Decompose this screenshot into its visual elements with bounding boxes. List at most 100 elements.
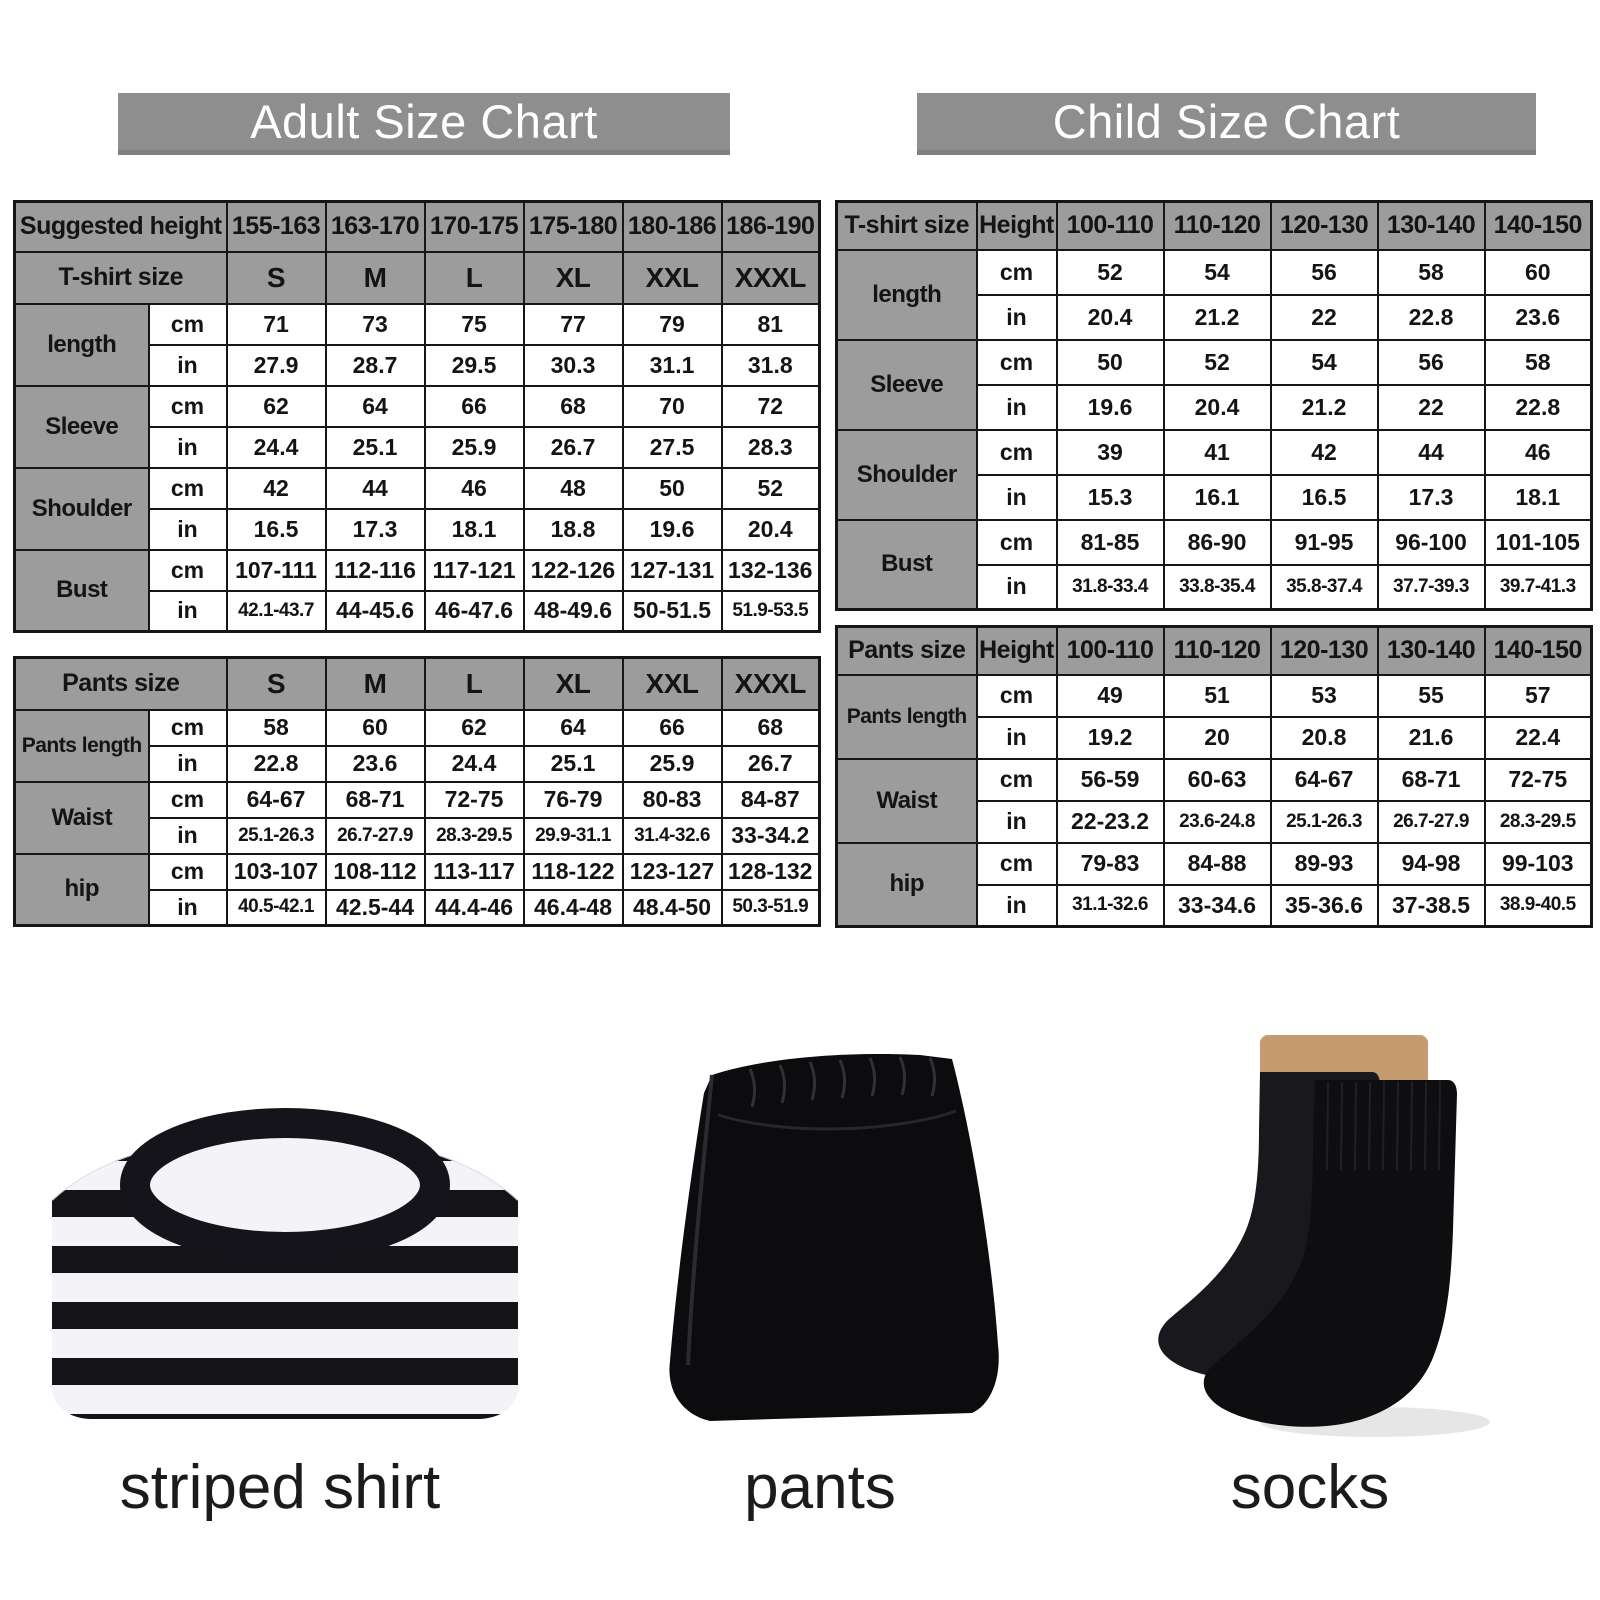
value-cell: 23.6 [324,744,426,783]
value-cell: 26.7-27.9 [1376,799,1486,844]
size-header-cell: XL [522,250,624,305]
value-cell: 42 [1269,428,1379,476]
value-cell: 79 [621,302,723,346]
value-cell: 19.6 [621,507,723,551]
header-cell: 180-186 [621,200,723,253]
row-label-cell: hip [13,852,150,927]
unit-in-cell: in [975,293,1058,341]
header-label-cell: T-shirt size [835,200,978,251]
value-cell: 23.6-24.8 [1162,799,1272,844]
row-label-cell: Sleeve [835,338,978,431]
value-cell: 132-136 [720,548,821,592]
header-cell: 110-120 [1162,200,1272,251]
value-cell: 22 [1269,293,1379,341]
striped-shirt-label: striped shirt [119,1453,441,1522]
table-row: Suggested height 155-163 163-170 170-175 175… [13,200,821,253]
value-cell: 23.6 [1483,293,1593,341]
table-row: in 16.5 17.3 18.1 18.8 19.6 20.4 [15,507,821,551]
value-cell: 20 [1162,715,1272,760]
table-row: in 20.4 21.2 22 22.8 23.6 [837,293,1593,341]
value-cell: 26.7 [720,744,821,783]
table-row: Bust cm 107-111 112-116 117-121 122-126 127-13… [13,548,821,633]
value-cell: 58 [1376,248,1486,296]
pants-waistband-gathers [748,1056,937,1108]
value-cell: 31.1-32.6 [1055,883,1165,928]
value-cell: 44 [324,466,426,510]
shirt-collar [120,1108,450,1262]
value-cell: 56-59 [1055,757,1165,802]
table-row: Pants size S M L XL XXL XXXL [13,656,821,711]
value-cell: 51.9-53.5 [720,589,821,633]
header-cell: 130-140 [1376,625,1486,676]
table-row: length cm 71 73 75 77 79 81 [13,302,821,387]
value-cell: 50.3-51.9 [720,888,821,927]
value-cell: 25.1 [522,744,624,783]
table-row: hip cm 103-107 108-112 113-117 118-122 123-127… [13,852,821,927]
header-cell: 100-110 [1055,200,1165,251]
table-row: in 15.3 16.1 16.5 17.3 18.1 [837,473,1593,521]
value-cell: 42 [225,466,327,510]
value-cell: 37-38.5 [1376,883,1486,928]
value-cell: 19.6 [1055,383,1165,431]
table-row: Sleeve cm 62 64 66 68 70 72 [13,384,821,469]
value-cell: 84-88 [1162,841,1272,886]
header-cell: 163-170 [324,200,426,253]
table-row: Pants size Height 100-110 110-120 120-130 130… [835,625,1593,676]
unit-cm-cell: cm [147,780,228,819]
sock-front [1203,1080,1457,1427]
unit-in-cell: in [975,883,1058,928]
header-cell: 100-110 [1055,625,1165,676]
row-label-cell: length [835,248,978,341]
table-row: in 19.6 20.4 21.2 22 22.8 [837,383,1593,431]
value-cell: 37.7-39.3 [1376,563,1486,611]
value-cell: 22-23.2 [1055,799,1165,844]
table-row: in 31.1-32.6 33-34.6 35-36.6 37-38.5 38.9-40.… [837,883,1593,928]
row-label-cell: Waist [13,780,150,855]
unit-in-cell: in [975,715,1058,760]
value-cell: 128-132 [720,852,821,891]
value-cell: 31.8 [720,343,821,387]
value-cell: 73 [324,302,426,346]
unit-cm-cell: cm [975,428,1058,476]
value-cell: 56 [1269,248,1379,296]
table-row: in 40.5-42.1 42.5-44 44.4-46 46.4-48 48.4-50 5… [15,888,821,927]
value-cell: 66 [423,384,525,428]
unit-in-cell: in [147,888,228,927]
value-cell: 107-111 [225,548,327,592]
value-cell: 16.1 [1162,473,1272,521]
value-cell: 112-116 [324,548,426,592]
value-cell: 44-45.6 [324,589,426,633]
value-cell: 60 [324,708,426,747]
value-cell: 52 [1055,248,1165,296]
value-cell: 29.5 [423,343,525,387]
adult-size-chart-banner: Adult Size Chart [118,93,730,155]
value-cell: 66 [621,708,723,747]
value-cell: 21.2 [1162,293,1272,341]
unit-in-cell: in [147,425,228,469]
value-cell: 64 [522,708,624,747]
value-cell: 72 [720,384,821,428]
value-cell: 68 [522,384,624,428]
size-header-cell: XXL [621,250,723,305]
value-cell: 38.9-40.5 [1483,883,1593,928]
unit-in-cell: in [147,589,228,633]
unit-cm-cell: cm [975,841,1058,886]
table-row: in 19.2 20 20.8 21.6 22.4 [837,715,1593,760]
value-cell: 48-49.6 [522,589,624,633]
value-cell: 50 [621,466,723,510]
value-cell: 96-100 [1376,518,1486,566]
value-cell: 22.8 [1376,293,1486,341]
header-cell: 110-120 [1162,625,1272,676]
value-cell: 101-105 [1483,518,1593,566]
value-cell: 27.5 [621,425,723,469]
value-cell: 113-117 [423,852,525,891]
value-cell: 79-83 [1055,841,1165,886]
value-cell: 35.8-37.4 [1269,563,1379,611]
unit-in-cell: in [147,507,228,551]
value-cell: 26.7 [522,425,624,469]
size-header-cell: XXXL [720,250,821,305]
value-cell: 50 [1055,338,1165,386]
unit-cm-cell: cm [975,248,1058,296]
value-cell: 52 [720,466,821,510]
value-cell: 20.4 [1162,383,1272,431]
